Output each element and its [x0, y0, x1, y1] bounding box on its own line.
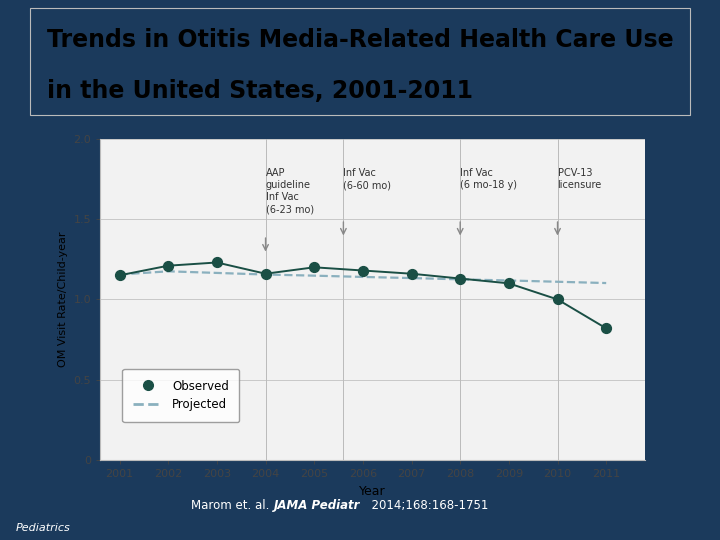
Observed: [503, 279, 515, 288]
Observed: [357, 266, 369, 275]
Projected: [553, 279, 562, 285]
Projected: [115, 271, 124, 278]
Observed: [260, 269, 271, 278]
Text: Marom et. al.: Marom et. al.: [192, 499, 274, 512]
Projected: [261, 271, 270, 278]
Observed: [308, 263, 320, 272]
Projected: [310, 272, 318, 279]
Observed: [163, 261, 174, 270]
Observed: [211, 258, 222, 267]
Y-axis label: OM Visit Rate/Child-year: OM Visit Rate/Child-year: [58, 232, 68, 367]
Text: 2014;168:168-1751: 2014;168:168-1751: [364, 499, 488, 512]
Legend: Observed, Projected: Observed, Projected: [122, 369, 240, 422]
X-axis label: Year: Year: [359, 485, 386, 498]
Text: Inf Vac
(6-60 mo): Inf Vac (6-60 mo): [343, 168, 392, 190]
Text: Inf Vac
(6 mo-18 y): Inf Vac (6 mo-18 y): [460, 168, 517, 190]
Observed: [114, 271, 125, 280]
Observed: [406, 269, 418, 278]
Projected: [359, 274, 367, 280]
Observed: [552, 295, 563, 303]
Projected: [505, 277, 513, 284]
Observed: [600, 324, 612, 333]
Projected: [164, 268, 173, 274]
Projected: [456, 276, 464, 282]
Text: PCV-13
licensure: PCV-13 licensure: [557, 168, 602, 190]
Text: Pediatrics: Pediatrics: [16, 523, 71, 534]
Observed: [454, 274, 466, 283]
Text: JAMA Pediatr: JAMA Pediatr: [274, 499, 360, 512]
Text: AAP
guideline
Inf Vac
(6-23 mo): AAP guideline Inf Vac (6-23 mo): [266, 168, 314, 215]
Line: Projected: Projected: [120, 271, 606, 283]
Projected: [408, 275, 416, 281]
Text: Trends in Otitis Media-Related Health Care Use: Trends in Otitis Media-Related Health Ca…: [47, 28, 673, 52]
Text: in the United States, 2001-2011: in the United States, 2001-2011: [47, 79, 473, 104]
Projected: [212, 269, 221, 276]
Projected: [602, 280, 611, 286]
